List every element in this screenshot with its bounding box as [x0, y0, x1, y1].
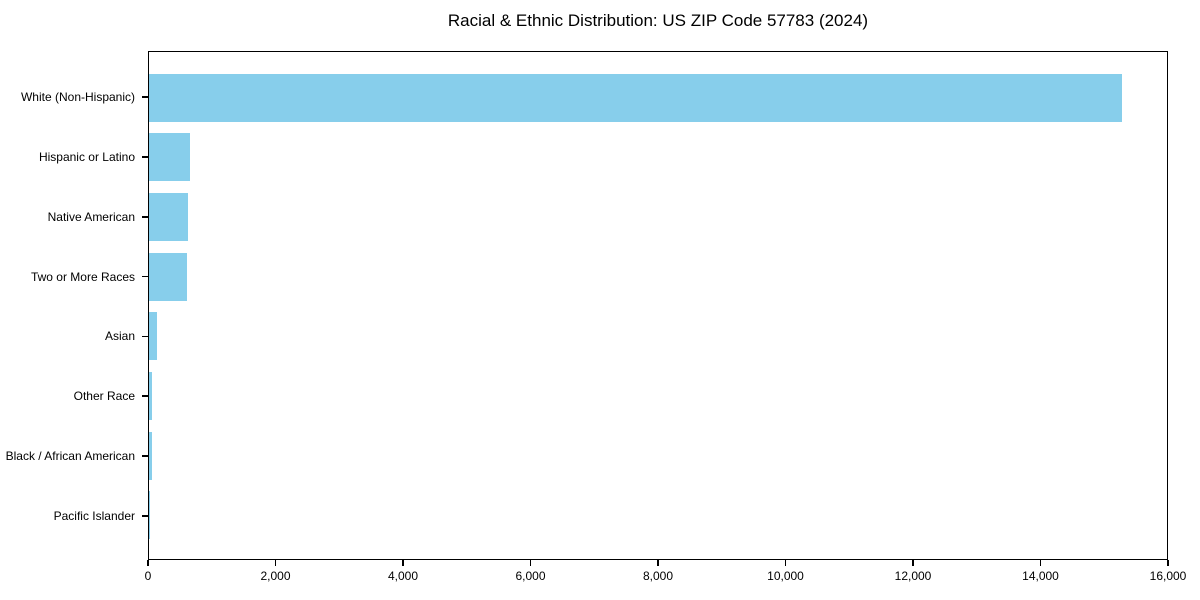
bar: [149, 73, 1122, 122]
x-tick-mark: [274, 560, 277, 566]
x-tick-label: 6,000: [515, 569, 546, 583]
bar: [149, 491, 150, 540]
bar-row: [149, 366, 1167, 426]
y-label-row: Black / African American: [0, 426, 148, 486]
x-tick-label: 10,000: [767, 569, 804, 583]
y-label-row: Hispanic or Latino: [0, 127, 148, 187]
y-tick-mark: [142, 155, 148, 158]
y-tick-mark: [142, 96, 148, 98]
y-axis-labels: White (Non-Hispanic) Hispanic or Latino Na…: [0, 51, 148, 560]
plot-area: [148, 51, 1168, 560]
x-tick-mark: [147, 560, 149, 566]
bar-row: [149, 187, 1167, 247]
x-tick-mark: [784, 560, 787, 566]
x-axis: 0 2,000 4,000 6,000 8,000 10,000 12,000 14,000 1…: [145, 560, 1186, 600]
x-tick-mark: [1167, 560, 1169, 566]
x-tick-mark: [1039, 560, 1042, 566]
y-label-row: Other Race: [0, 366, 148, 426]
y-label-row: Pacific Islander: [0, 486, 148, 546]
x-tick-mark: [402, 560, 404, 566]
x-tick-label: 16,000: [1149, 569, 1187, 583]
bar: [149, 312, 158, 361]
y-tick-mark: [142, 515, 148, 517]
x-tick-label: 12,000: [894, 569, 932, 583]
bar-row: [149, 247, 1167, 307]
x-tick-mark: [912, 560, 914, 566]
x-tick-label: 0: [144, 569, 152, 583]
y-axis-label: Asian: [104, 329, 135, 344]
y-tick-mark: [142, 455, 148, 458]
y-axis-label: Pacific Islander: [53, 509, 135, 524]
y-tick-mark: [142, 215, 148, 218]
x-tick-label: 8,000: [642, 569, 674, 583]
y-label-row: White (Non-Hispanic): [0, 67, 148, 127]
y-label-row: Two or More Races: [0, 247, 148, 307]
x-tick-label: 14,000: [1022, 569, 1059, 583]
y-axis-label: Black / African American: [5, 449, 135, 464]
y-label-row: Native American: [0, 187, 148, 247]
bar-row: [149, 485, 1167, 545]
bar-row: [149, 426, 1167, 486]
bar-row: [149, 68, 1167, 128]
bar: [149, 371, 152, 420]
bar: [149, 193, 189, 242]
bar: [149, 431, 153, 480]
bars-container: [149, 52, 1167, 559]
bar: [149, 252, 187, 301]
y-tick-mark: [142, 335, 148, 338]
y-axis-label: Two or More Races: [30, 269, 135, 284]
y-tick-mark: [142, 395, 148, 398]
y-axis-label: Native American: [47, 209, 135, 224]
chart-title: Racial & Ethnic Distribution: US ZIP Cod…: [447, 11, 869, 30]
bar-row: [149, 128, 1167, 188]
y-axis-label: White (Non-Hispanic): [20, 89, 135, 104]
bar: [149, 133, 191, 182]
y-tick-mark: [142, 275, 148, 278]
x-tick-label: 4,000: [387, 569, 419, 583]
x-tick-label: 2,000: [260, 569, 291, 583]
x-tick-mark: [657, 560, 659, 566]
bar-row: [149, 307, 1167, 367]
y-label-row: Asian: [0, 307, 148, 367]
x-tick-mark: [529, 560, 532, 566]
y-axis-label: Hispanic or Latino: [38, 149, 135, 164]
y-axis-label: Other Race: [73, 389, 135, 404]
